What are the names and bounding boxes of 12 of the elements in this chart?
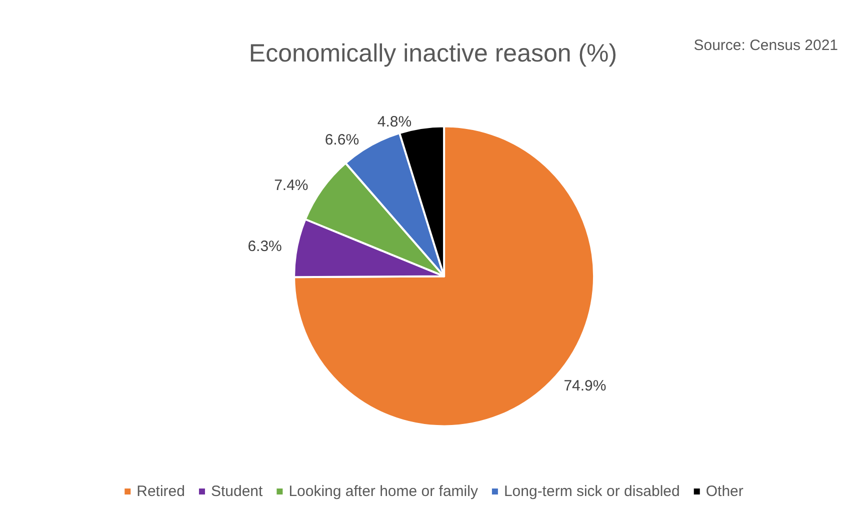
source-note: Source: Census 2021 [694, 37, 838, 54]
data-label: 6.6% [324, 131, 360, 148]
legend-label: Student [210, 483, 264, 500]
legend-label: Long-term sick or disabled [504, 483, 680, 500]
data-label: 6.3% [248, 238, 282, 256]
legend-label: Looking after home or family [288, 483, 478, 500]
data-label: 7.4% [274, 176, 308, 194]
data-label: 4.8% [377, 113, 412, 130]
chart-title: Economically inactive reason (%) [248, 40, 618, 68]
legend-label: Other [706, 483, 744, 500]
legend-label: Retired [136, 483, 185, 500]
data-label: 74.9% [564, 378, 606, 395]
